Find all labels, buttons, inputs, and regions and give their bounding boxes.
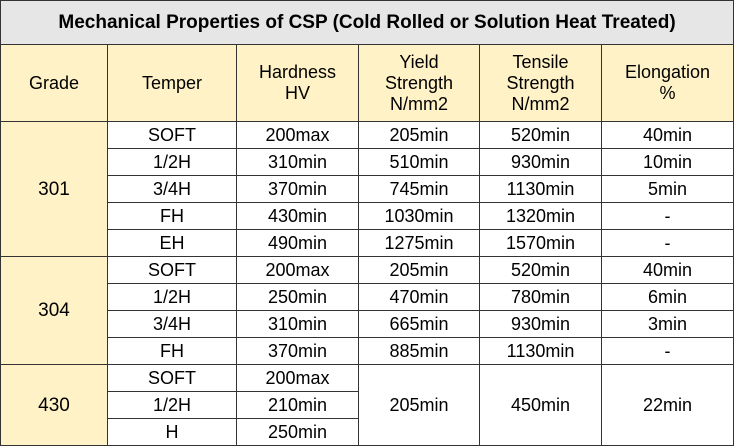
- elongation-cell: 5min: [600, 175, 734, 203]
- yield-cell: 665min: [358, 310, 480, 338]
- table-row: 304 SOFT 200max 205min 520min 40min: [0, 256, 734, 365]
- temper-cell: 1/2H: [107, 148, 237, 176]
- tensile-cell: 930min: [479, 148, 602, 176]
- header-tensile-line-3: N/mm2: [511, 93, 570, 114]
- temper-cell: EH: [107, 229, 237, 257]
- header-row: Grade Temper Hardness HV Yield Strength …: [0, 44, 734, 122]
- tensile-cell: 450min: [479, 364, 602, 446]
- grade-cell: 304: [0, 256, 108, 365]
- elongation-cell: 40min: [600, 121, 734, 149]
- grade-cell: 430: [0, 364, 108, 446]
- temper-cell: FH: [107, 337, 237, 365]
- tensile-cell: 1130min: [479, 337, 602, 365]
- table-row: 3/4H 370min 745min 1130min 5min: [1, 175, 734, 203]
- table-row: 430 SOFT 200max 205min 450min 22min: [0, 364, 734, 446]
- hardness-cell: 200max: [236, 256, 359, 284]
- yield-cell: 510min: [358, 148, 480, 176]
- elongation-cell: 3min: [600, 310, 734, 338]
- temper-cell: 3/4H: [107, 175, 237, 203]
- header-tensile: Tensile Strength N/mm2: [479, 44, 602, 122]
- table-row: 3/4H 310min 665min 930min 3min: [1, 310, 734, 338]
- header-grade: Grade: [0, 44, 108, 122]
- header-yield-line-3: N/mm2: [390, 93, 448, 114]
- title-row: Mechanical Properties of CSP (Cold Rolle…: [0, 0, 734, 45]
- table-row: 1/2H 310min 510min 930min 10min: [1, 148, 734, 176]
- tensile-cell: 1570min: [479, 229, 602, 257]
- table-row: FH 370min 885min 1130min -: [1, 337, 734, 365]
- header-yield-line-1: Yield: [399, 51, 439, 72]
- temper-cell: 3/4H: [107, 310, 237, 338]
- hardness-cell: 370min: [236, 175, 359, 203]
- hardness-cell: 430min: [236, 202, 359, 230]
- yield-cell: 470min: [358, 283, 480, 311]
- table-row: 1/2H 210min: [1, 391, 734, 419]
- temper-cell: SOFT: [107, 256, 237, 284]
- hardness-cell: 370min: [236, 337, 359, 365]
- header-tensile-line-2: Strength: [506, 72, 575, 93]
- header-temper-line: Temper: [141, 72, 203, 93]
- header-tensile-line-1: Tensile: [512, 51, 569, 72]
- tensile-cell: 1130min: [479, 175, 602, 203]
- table-row: 301 SOFT 200max 205min 520min 40min: [0, 121, 734, 257]
- elongation-cell: 10min: [600, 148, 734, 176]
- elongation-cell: 6min: [600, 283, 734, 311]
- temper-cell: SOFT: [107, 364, 237, 392]
- header-temper: Temper: [107, 44, 237, 122]
- header-hardness-line-1: Hardness: [258, 62, 337, 82]
- hardness-cell: 200max: [236, 364, 359, 392]
- hardness-cell: 490min: [236, 229, 359, 257]
- yield-cell: 1030min: [358, 202, 480, 230]
- elongation-cell: 40min: [600, 256, 734, 284]
- header-grade-line: Grade: [28, 72, 80, 93]
- tensile-cell: 520min: [479, 256, 602, 284]
- yield-cell: 205min: [358, 121, 480, 149]
- header-elongation-line-1: Elongation: [624, 62, 711, 82]
- temper-cell: 1/2H: [107, 391, 237, 419]
- elongation-cell: 22min: [600, 364, 734, 446]
- yield-cell: 745min: [358, 175, 480, 203]
- tensile-cell: 520min: [479, 121, 602, 149]
- grade-cell: 301: [0, 121, 108, 257]
- yield-cell: 205min: [358, 364, 480, 446]
- yield-cell: 205min: [358, 256, 480, 284]
- yield-cell: 885min: [358, 337, 480, 365]
- elongation-cell: -: [600, 337, 734, 365]
- hardness-cell: 250min: [236, 283, 359, 311]
- header-yield-line-2: Strength: [384, 72, 454, 93]
- table-title: Mechanical Properties of CSP (Cold Rolle…: [0, 0, 734, 45]
- hardness-cell: 200max: [236, 121, 359, 149]
- tensile-cell: 1320min: [479, 202, 602, 230]
- temper-cell: SOFT: [107, 121, 237, 149]
- table-row: H 250min: [1, 418, 734, 446]
- temper-cell: FH: [107, 202, 237, 230]
- temper-cell: H: [107, 418, 237, 446]
- hardness-cell: 310min: [236, 310, 359, 338]
- hardness-cell: 210min: [236, 391, 359, 419]
- yield-cell: 1275min: [358, 229, 480, 257]
- elongation-cell: -: [600, 229, 734, 257]
- temper-cell: 1/2H: [107, 283, 237, 311]
- hardness-cell: 310min: [236, 148, 359, 176]
- hardness-cell: 250min: [236, 418, 359, 446]
- tensile-cell: 930min: [479, 310, 602, 338]
- table-row: EH 490min 1275min 1570min -: [1, 229, 734, 257]
- table-row: FH 430min 1030min 1320min -: [1, 202, 734, 230]
- header-hardness: Hardness HV: [236, 44, 359, 122]
- elongation-cell: -: [600, 202, 734, 230]
- table-row: 1/2H 250min 470min 780min 6min: [1, 283, 734, 311]
- tensile-cell: 780min: [479, 283, 602, 311]
- header-elongation: Elongation %: [600, 44, 734, 122]
- header-hardness-line-2: HV: [284, 83, 310, 103]
- header-yield: Yield Strength N/mm2: [358, 44, 480, 122]
- header-elongation-line-2: %: [659, 83, 676, 103]
